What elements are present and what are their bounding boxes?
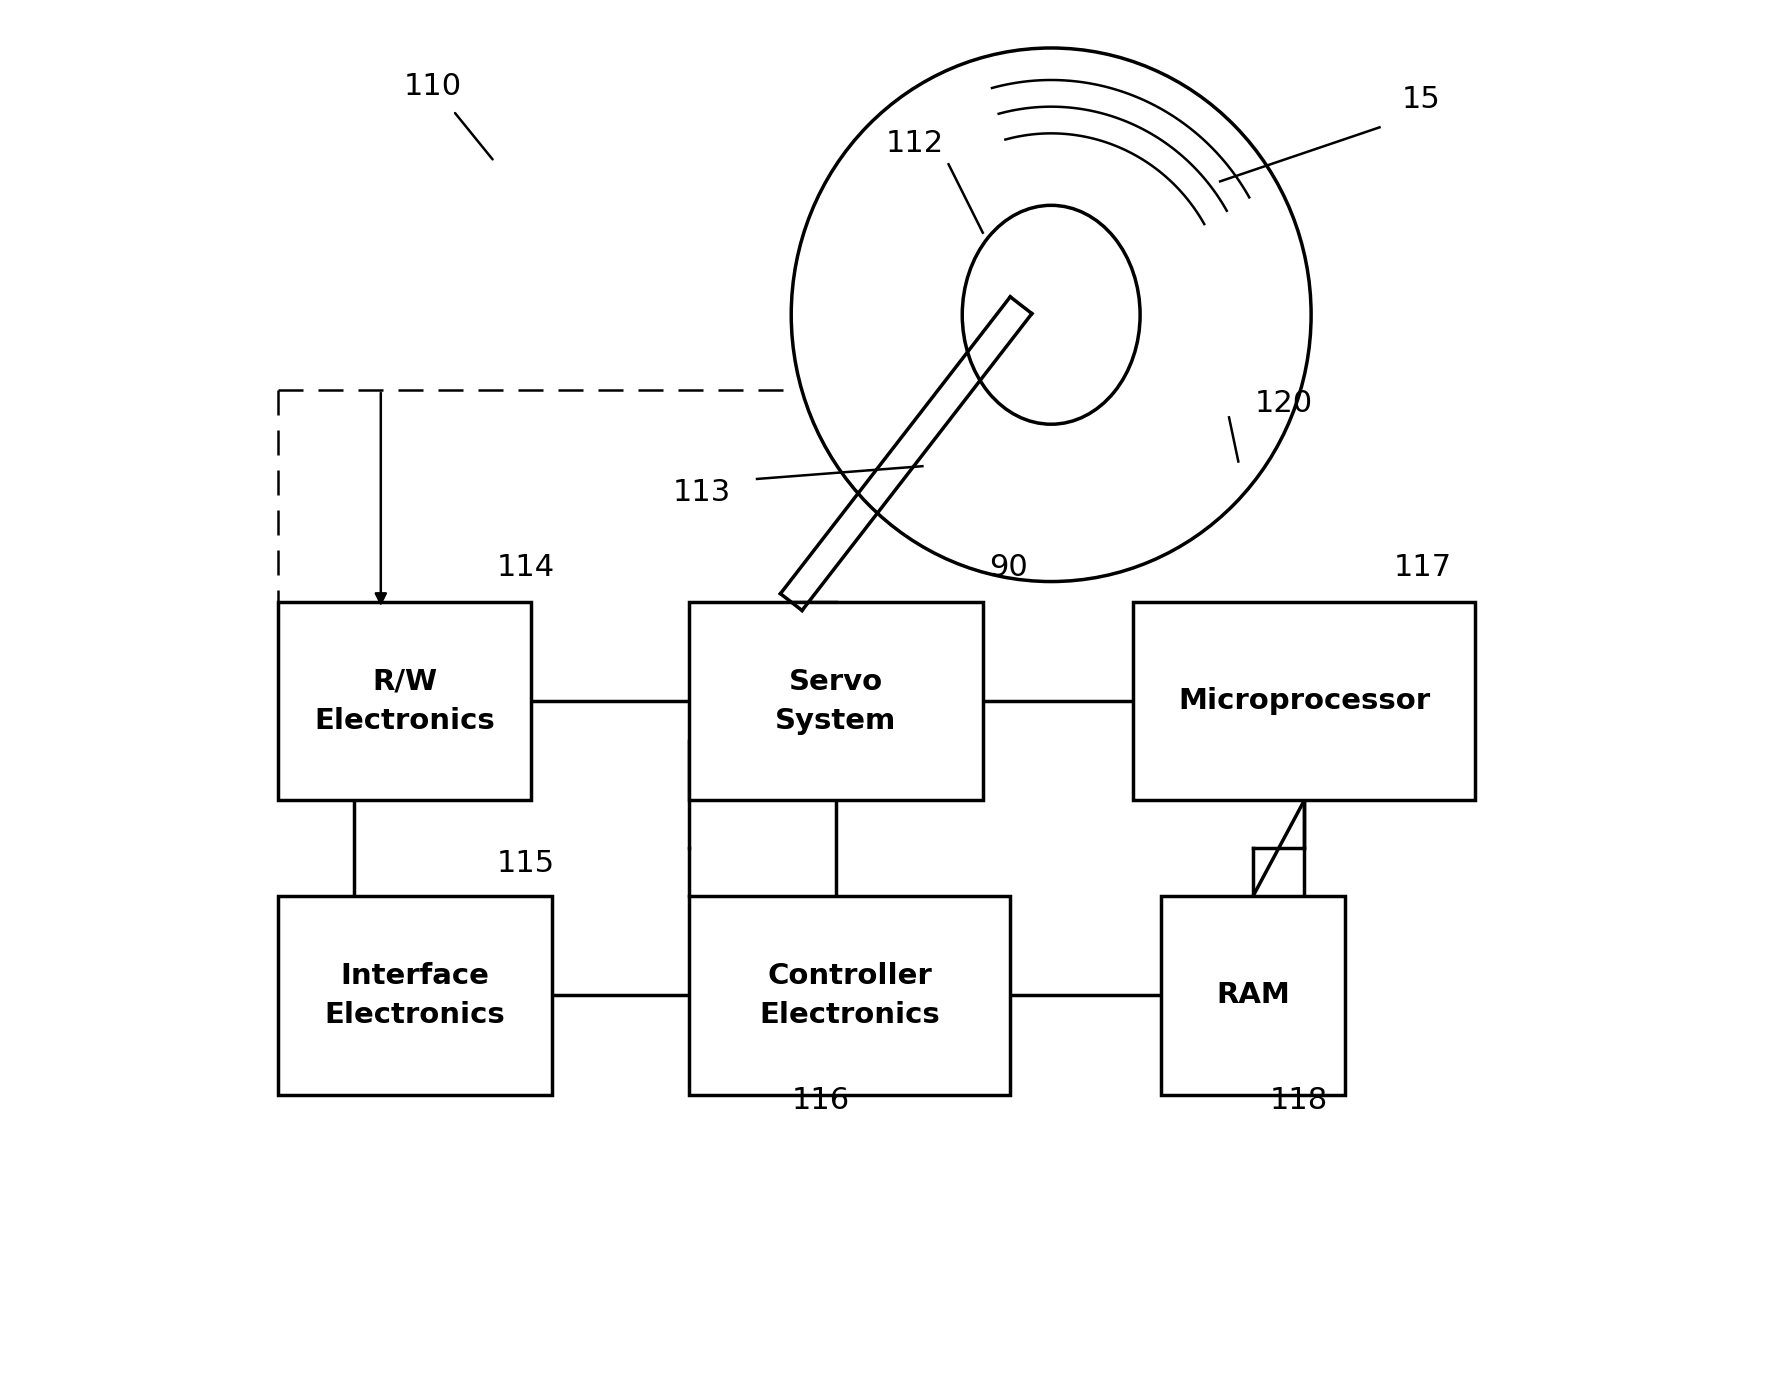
Bar bbox=[1133, 603, 1475, 800]
Bar bbox=[278, 603, 530, 800]
Text: 116: 116 bbox=[791, 1086, 849, 1115]
Text: Microprocessor: Microprocessor bbox=[1177, 687, 1429, 716]
Bar bbox=[688, 896, 1009, 1095]
Text: Interface
Electronics: Interface Electronics bbox=[324, 962, 505, 1030]
Text: 114: 114 bbox=[496, 553, 555, 582]
Text: 115: 115 bbox=[496, 850, 555, 879]
Text: Controller
Electronics: Controller Electronics bbox=[759, 962, 940, 1030]
Text: RAM: RAM bbox=[1215, 981, 1289, 1009]
Ellipse shape bbox=[961, 206, 1140, 424]
Text: 110: 110 bbox=[404, 72, 461, 101]
Ellipse shape bbox=[791, 48, 1310, 582]
Bar bbox=[1160, 896, 1344, 1095]
Bar bbox=[688, 603, 982, 800]
Text: Servo
System: Servo System bbox=[775, 668, 895, 735]
Text: 90: 90 bbox=[989, 553, 1028, 582]
Text: 117: 117 bbox=[1392, 553, 1450, 582]
Text: 113: 113 bbox=[672, 478, 730, 507]
Text: 112: 112 bbox=[885, 130, 943, 159]
Text: 15: 15 bbox=[1401, 86, 1440, 115]
Text: 120: 120 bbox=[1254, 390, 1312, 419]
Bar bbox=[278, 896, 551, 1095]
Text: R/W
Electronics: R/W Electronics bbox=[314, 668, 495, 735]
Text: 118: 118 bbox=[1269, 1086, 1328, 1115]
